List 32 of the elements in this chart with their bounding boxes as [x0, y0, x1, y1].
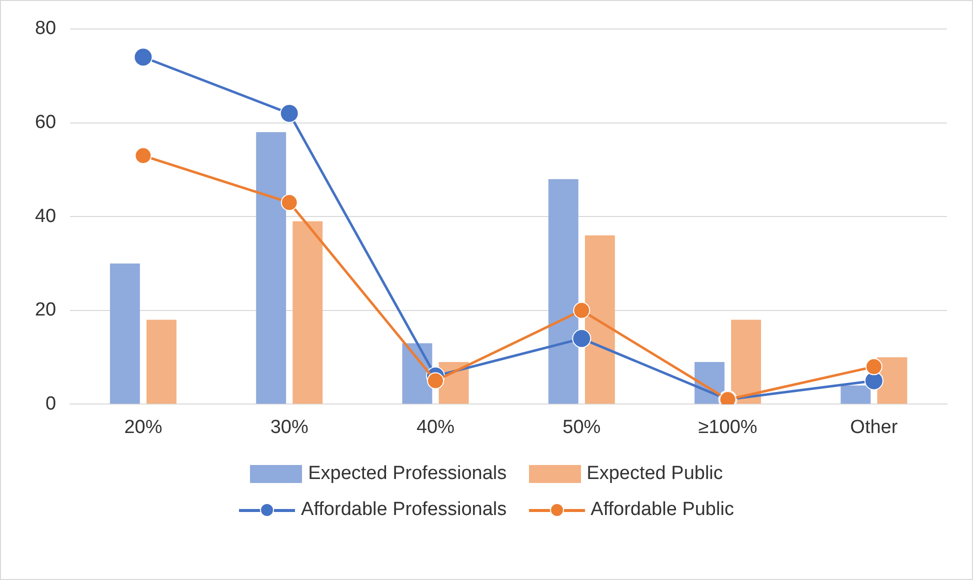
point	[426, 372, 444, 390]
point	[134, 147, 152, 164]
point	[280, 194, 298, 212]
bar	[292, 221, 323, 404]
point	[865, 358, 882, 376]
x-tick-label: Other	[850, 416, 898, 438]
y-tick-label: 0	[46, 393, 56, 414]
legend-label: Expected Public	[586, 463, 723, 485]
x-tick-label: 20%	[124, 416, 162, 438]
point	[134, 48, 153, 67]
bar	[256, 132, 286, 404]
bar	[146, 320, 176, 404]
bar	[584, 235, 615, 404]
x-tick-label: ≥100%	[698, 416, 758, 438]
legend-label: Affordable Public	[590, 499, 734, 521]
bar	[548, 179, 578, 404]
bar	[731, 320, 762, 404]
point	[572, 329, 592, 348]
point	[280, 104, 299, 123]
point	[573, 302, 590, 319]
legend-label: Expected Professionals	[308, 463, 507, 485]
x-tick-label: 40%	[416, 416, 455, 438]
bar	[840, 385, 871, 404]
y-tick-label: 20	[34, 300, 56, 321]
x-tick-label: 50%	[562, 416, 601, 438]
y-tick-label: 60	[34, 112, 56, 134]
legend-label: Affordable Professionals	[301, 499, 507, 521]
y-tick-label: 40	[34, 206, 56, 227]
x-tick-label: 30%	[270, 416, 308, 438]
bar	[110, 264, 140, 404]
point	[864, 371, 884, 390]
y-tick-label: 80	[34, 18, 56, 40]
